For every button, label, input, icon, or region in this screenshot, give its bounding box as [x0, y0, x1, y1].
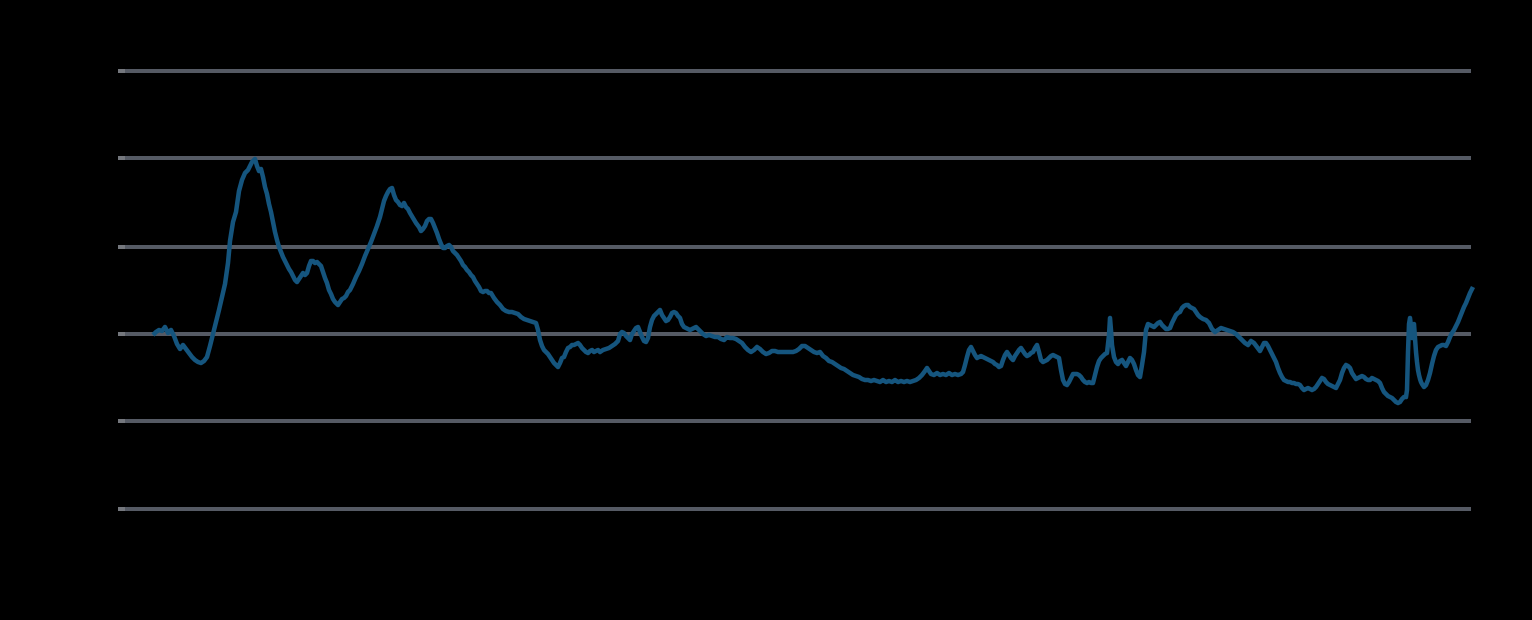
- series-line: [151, 156, 1476, 406]
- axis-ticks: [118, 69, 125, 511]
- gridlines: [125, 69, 1471, 511]
